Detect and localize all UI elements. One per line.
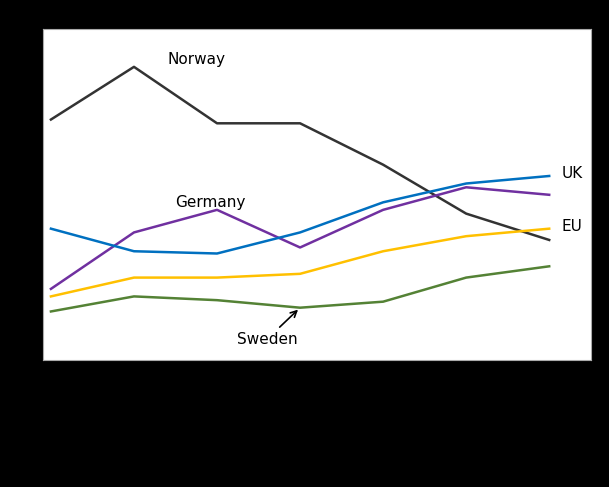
Text: UK: UK	[561, 166, 583, 181]
Text: Sweden: Sweden	[236, 311, 297, 347]
Text: Norway: Norway	[167, 52, 225, 67]
Text: Germany: Germany	[175, 195, 246, 210]
Text: EU: EU	[561, 219, 583, 234]
